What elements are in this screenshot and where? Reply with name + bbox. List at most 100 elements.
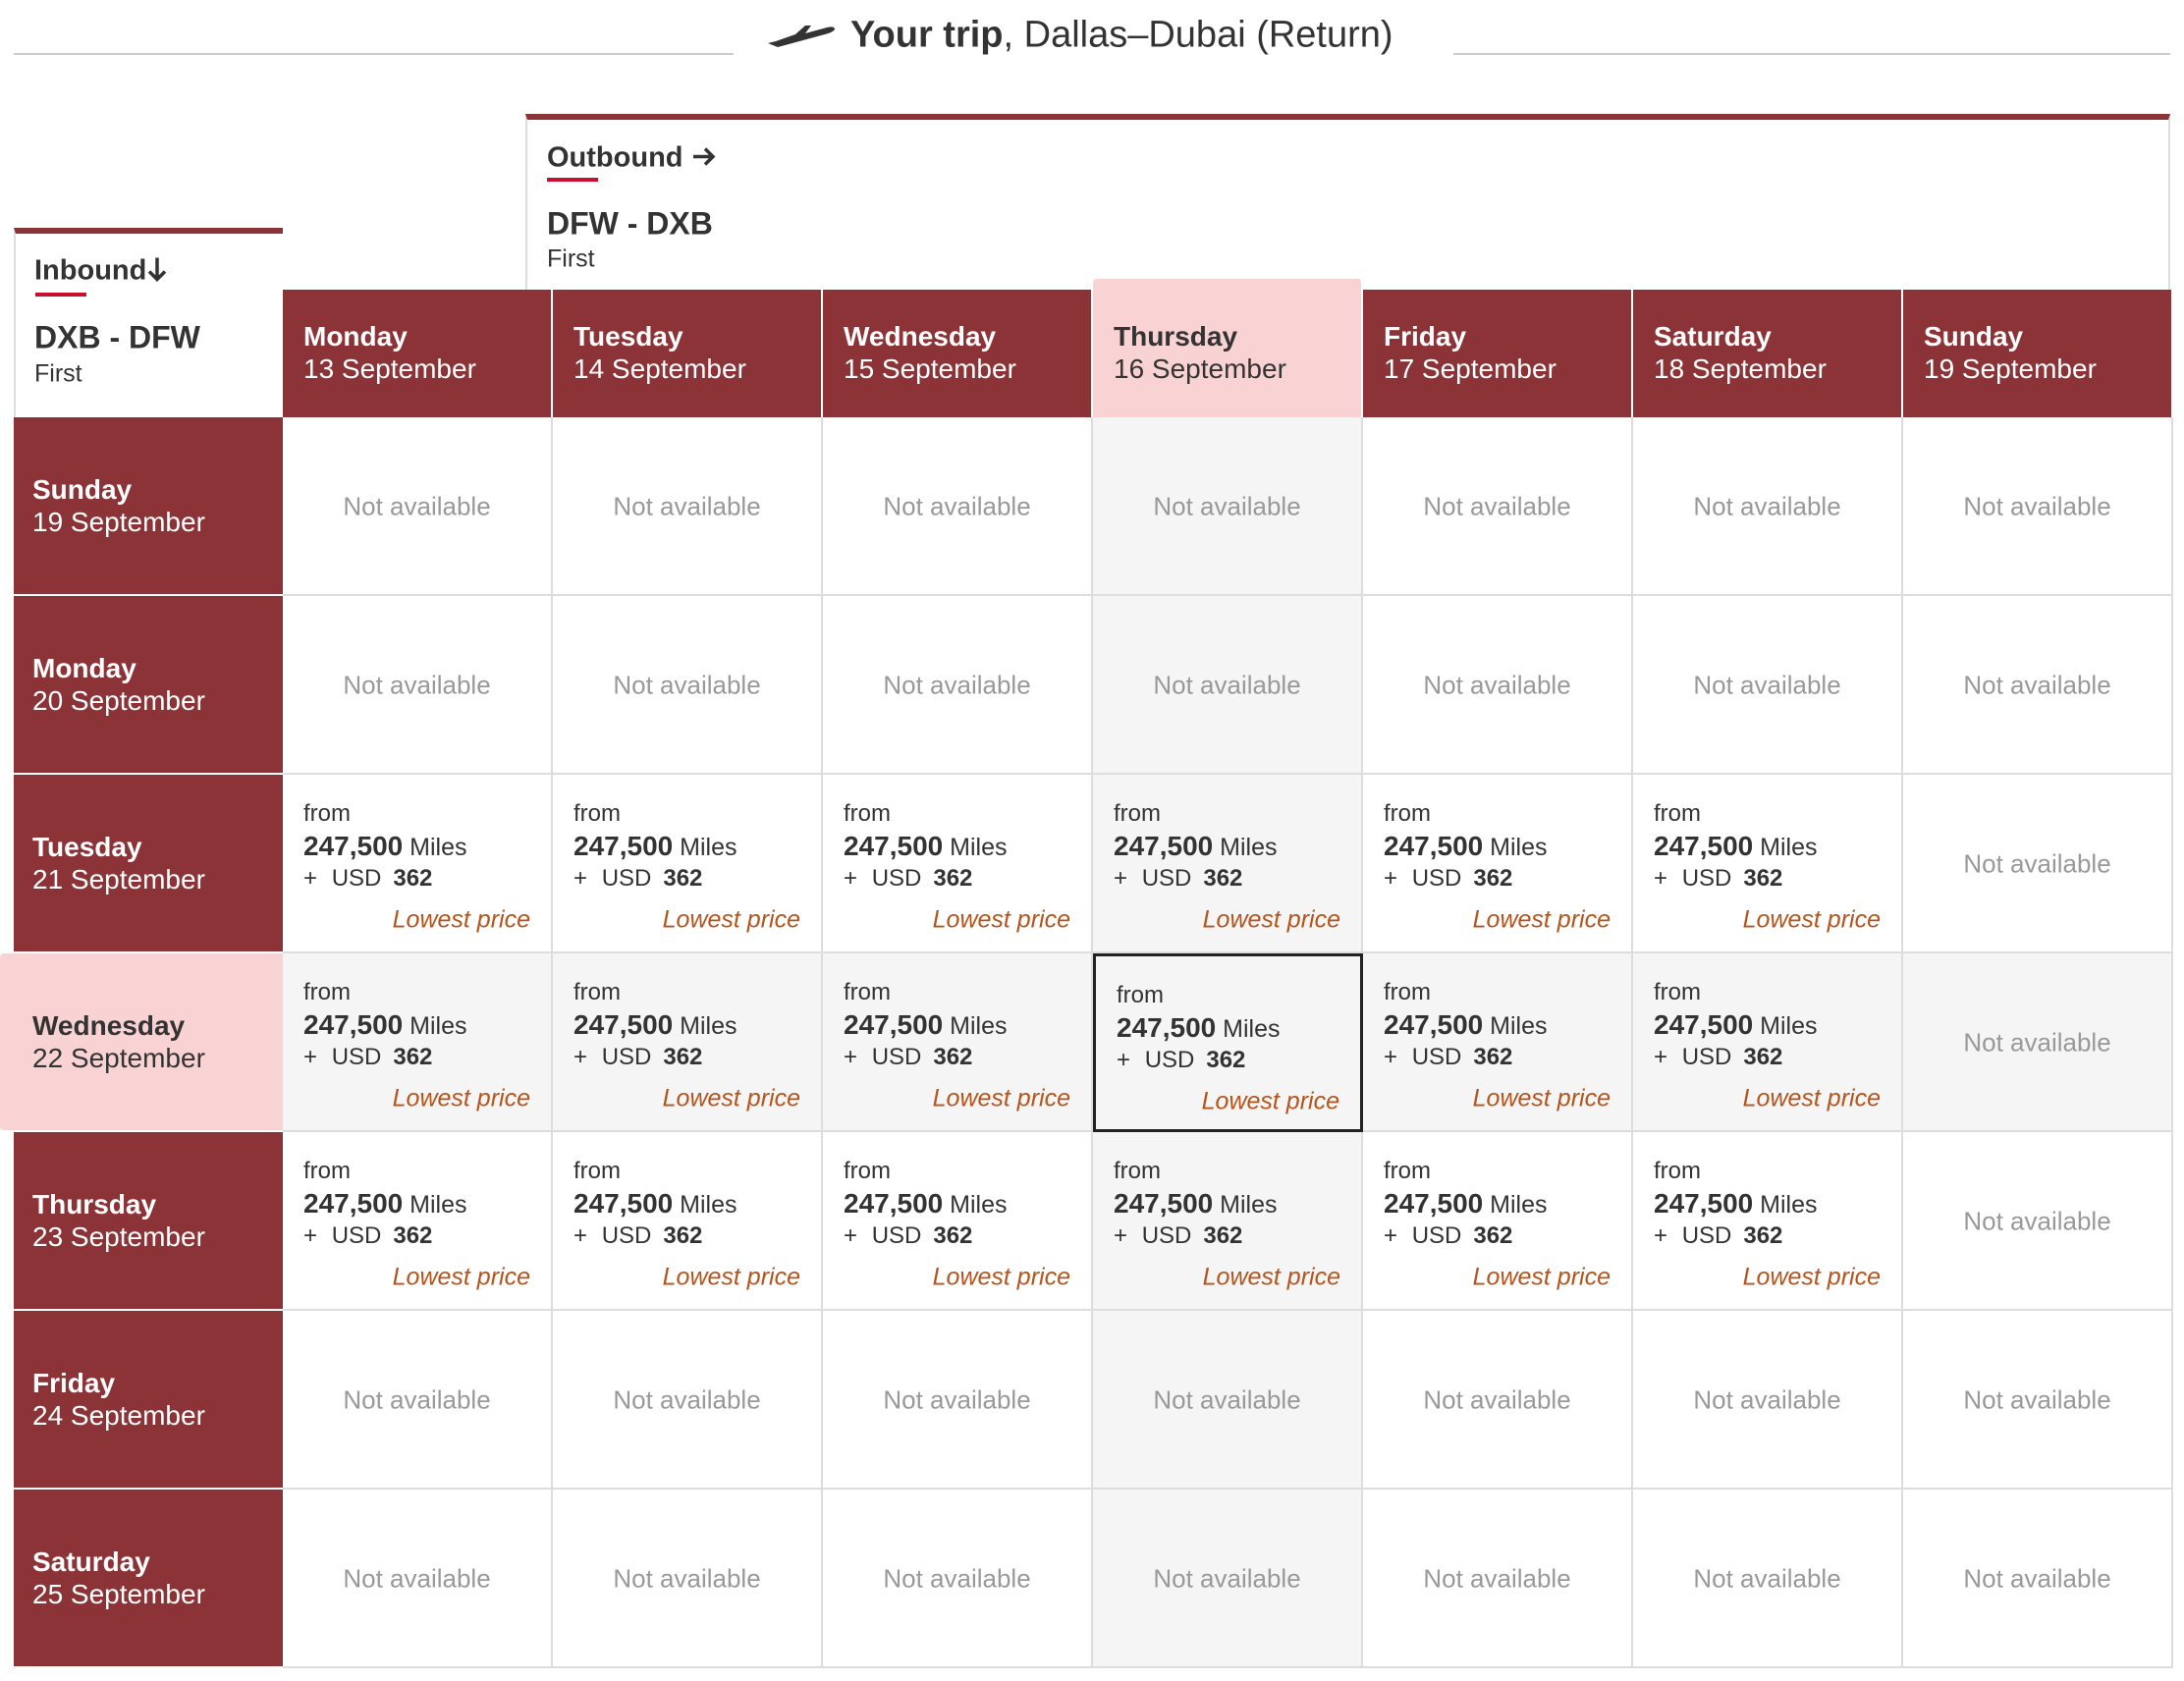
from-label: from xyxy=(1384,979,1431,1005)
from-label: from xyxy=(844,800,891,827)
plus-sign: + xyxy=(1384,1222,1398,1249)
column-date: 16 September xyxy=(1114,353,1286,384)
fare-cell[interactable]: from 247,500 Miles + USD 362 Lowest price xyxy=(1093,953,1363,1132)
row-header[interactable]: Saturday 25 September xyxy=(14,1490,283,1668)
fare-cell[interactable]: from 247,500 Miles + USD 362 Lowest price xyxy=(1093,1132,1363,1311)
fare-cell: Not available xyxy=(283,417,553,596)
fare-cell[interactable]: from 247,500 Miles + USD 362 Lowest price xyxy=(823,775,1093,953)
column-header[interactable]: Thursday 16 September xyxy=(1093,279,1363,417)
fare-cell[interactable]: from 247,500 Miles + USD 362 Lowest price xyxy=(553,1132,823,1311)
fare-cell[interactable]: from 247,500 Miles + USD 362 Lowest price xyxy=(1093,775,1363,953)
fare-cell: Not available xyxy=(553,596,823,775)
plus-sign: + xyxy=(303,865,318,892)
not-available: Not available xyxy=(1963,1563,2111,1594)
column-header[interactable]: Wednesday 15 September xyxy=(823,290,1093,417)
not-available: Not available xyxy=(343,1563,491,1594)
divider xyxy=(1453,53,2170,55)
column-header[interactable]: Monday 13 September xyxy=(283,290,553,417)
column-date: 13 September xyxy=(303,353,476,384)
miles-amount: 247,500 xyxy=(1654,1009,1754,1040)
row-day: Wednesday xyxy=(32,1010,186,1041)
currency: USD xyxy=(331,865,382,892)
miles-line: 247,500 Miles xyxy=(1384,1188,1548,1220)
fare-cell[interactable]: from 247,500 Miles + USD 362 Lowest price xyxy=(1363,953,1633,1132)
row-header[interactable]: Monday 20 September xyxy=(14,596,283,775)
fare-cell[interactable]: from 247,500 Miles + USD 362 Lowest price xyxy=(1633,775,1903,953)
column-header[interactable]: Saturday 18 September xyxy=(1633,290,1903,417)
fare-cell[interactable]: from 247,500 Miles + USD 362 Lowest price xyxy=(1363,775,1633,953)
not-available: Not available xyxy=(1153,1563,1301,1594)
lowest-price: Lowest price xyxy=(1472,1084,1611,1112)
column-date: 18 September xyxy=(1654,353,1827,384)
not-available: Not available xyxy=(1693,670,1841,700)
miles-unit: Miles xyxy=(1490,834,1548,861)
currency: USD xyxy=(331,1044,382,1070)
fare-cell[interactable]: from 247,500 Miles + USD 362 Lowest price xyxy=(1633,1132,1903,1311)
plus-sign: + xyxy=(303,1044,318,1070)
row-date: 21 September xyxy=(32,864,205,895)
fare-cell: Not available xyxy=(1093,1311,1363,1490)
miles-amount: 247,500 xyxy=(1114,831,1214,861)
miles-amount: 247,500 xyxy=(1117,1012,1217,1043)
miles-line: 247,500 Miles xyxy=(303,831,467,862)
fare-cell[interactable]: from 247,500 Miles + USD 362 Lowest price xyxy=(553,775,823,953)
row-header[interactable]: Wednesday 22 September xyxy=(0,953,283,1132)
miles-unit: Miles xyxy=(950,1012,1008,1040)
miles-amount: 247,500 xyxy=(1384,1009,1484,1040)
row-header[interactable]: Sunday 19 September xyxy=(14,417,283,596)
miles-line: 247,500 Miles xyxy=(1114,831,1278,862)
currency: USD xyxy=(331,1222,382,1249)
not-available: Not available xyxy=(1963,1206,2111,1236)
not-available: Not available xyxy=(613,1384,761,1415)
fare-cell[interactable]: from 247,500 Miles + USD 362 Lowest price xyxy=(1363,1132,1633,1311)
currency: USD xyxy=(1141,865,1192,892)
lowest-price: Lowest price xyxy=(1472,1263,1611,1291)
fare-cell: Not available xyxy=(1903,1490,2173,1668)
fare-cell[interactable]: from 247,500 Miles + USD 362 Lowest price xyxy=(823,953,1093,1132)
not-available: Not available xyxy=(613,670,761,700)
column-header[interactable]: Tuesday 14 September xyxy=(553,290,823,417)
fare-cell[interactable]: from 247,500 Miles + USD 362 Lowest price xyxy=(283,953,553,1132)
lowest-price: Lowest price xyxy=(932,1084,1070,1112)
miles-line: 247,500 Miles xyxy=(1654,1009,1818,1041)
plus-sign: + xyxy=(1654,1044,1668,1070)
miles-unit: Miles xyxy=(410,834,467,861)
not-available: Not available xyxy=(1963,670,2111,700)
arrow-right xyxy=(692,147,716,166)
lowest-price: Lowest price xyxy=(1202,905,1340,934)
fare-cell[interactable]: from 247,500 Miles + USD 362 Lowest price xyxy=(283,1132,553,1311)
column-header[interactable]: Friday 17 September xyxy=(1363,290,1633,417)
row-date: 22 September xyxy=(32,1043,205,1073)
fare-cell[interactable]: from 247,500 Miles + USD 362 Lowest price xyxy=(553,953,823,1132)
lowest-price: Lowest price xyxy=(932,1263,1070,1291)
row-header[interactable]: Tuesday 21 September xyxy=(14,775,283,953)
miles-amount: 247,500 xyxy=(844,831,944,861)
cash-line: + USD 362 xyxy=(1114,1222,1242,1250)
fare-cell[interactable]: from 247,500 Miles + USD 362 Lowest price xyxy=(1633,953,1903,1132)
cash-amount: 362 xyxy=(663,865,703,892)
row-header[interactable]: Thursday 23 September xyxy=(14,1132,283,1311)
not-available: Not available xyxy=(1693,1384,1841,1415)
plus-sign: + xyxy=(1654,1222,1668,1249)
miles-line: 247,500 Miles xyxy=(1384,1009,1548,1041)
inbound-label[interactable]: Inbound xyxy=(34,255,168,288)
lowest-price: Lowest price xyxy=(662,1084,800,1112)
cash-amount: 362 xyxy=(663,1044,703,1070)
plus-sign: + xyxy=(573,1044,588,1070)
fare-cell[interactable]: from 247,500 Miles + USD 362 Lowest price xyxy=(283,775,553,953)
miles-unit: Miles xyxy=(950,834,1008,861)
fare-cell: Not available xyxy=(823,596,1093,775)
row-header[interactable]: Friday 24 September xyxy=(14,1311,283,1490)
lowest-price: Lowest price xyxy=(662,905,800,934)
not-available: Not available xyxy=(613,491,761,521)
outbound-label[interactable]: Outbound xyxy=(547,142,717,175)
miles-unit: Miles xyxy=(410,1012,467,1040)
not-available: Not available xyxy=(1963,848,2111,879)
from-label: from xyxy=(303,800,351,827)
fare-cell[interactable]: from 247,500 Miles + USD 362 Lowest price xyxy=(823,1132,1093,1311)
outbound-route: DFW - DXB xyxy=(547,205,713,242)
fare-cell: Not available xyxy=(1093,1490,1363,1668)
column-header[interactable]: Sunday 19 September xyxy=(1903,290,2173,417)
miles-amount: 247,500 xyxy=(1114,1188,1214,1219)
